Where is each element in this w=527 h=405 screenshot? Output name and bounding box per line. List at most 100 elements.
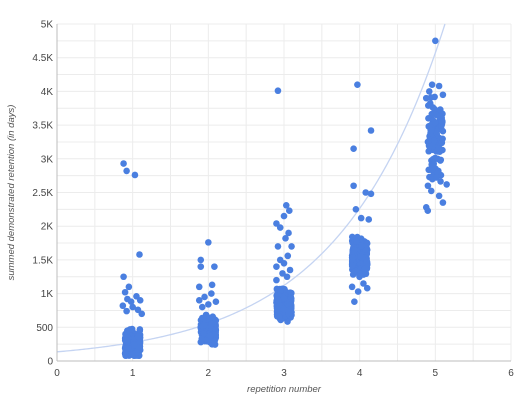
y-tick-label: 5K: [41, 20, 54, 31]
y-tick-label: 1K: [41, 289, 54, 300]
x-tick-label: 1: [130, 368, 136, 379]
data-point: [197, 256, 205, 264]
data-point: [195, 297, 203, 304]
y-tick-label: 2.5K: [32, 188, 53, 199]
data-point: [135, 344, 142, 351]
x-tick-label: 2: [206, 368, 212, 379]
data-point: [348, 262, 356, 270]
data-point: [274, 87, 282, 95]
data-point: [348, 283, 356, 291]
data-point: [358, 254, 366, 261]
data-point: [280, 259, 288, 267]
x-tick-label: 5: [433, 368, 439, 379]
data-point: [200, 321, 208, 329]
data-point: [362, 189, 370, 196]
data-point: [428, 81, 436, 88]
data-point: [123, 337, 131, 344]
data-point: [287, 295, 295, 302]
data-point: [282, 202, 290, 209]
data-point: [206, 332, 214, 340]
data-point: [348, 233, 356, 241]
data-point: [360, 280, 367, 287]
data-point: [349, 254, 357, 261]
data-point: [205, 301, 212, 308]
data-point: [431, 154, 439, 162]
data-point: [351, 298, 358, 305]
data-point: [358, 242, 365, 249]
data-point: [208, 320, 215, 328]
data-point: [282, 235, 289, 242]
x-tick-label: 3: [281, 368, 287, 379]
data-point: [439, 199, 447, 206]
data-point: [212, 331, 219, 338]
data-point: [134, 333, 142, 340]
data-point: [208, 281, 216, 289]
y-tick-label: 4K: [41, 87, 54, 98]
data-point: [129, 303, 136, 311]
data-point: [435, 192, 443, 200]
data-points: [119, 37, 450, 359]
data-point: [276, 313, 283, 321]
data-point: [131, 171, 139, 179]
data-point: [136, 297, 144, 304]
data-point: [435, 82, 443, 90]
data-point: [280, 212, 288, 220]
data-point: [285, 229, 292, 237]
y-tick-label: 2K: [41, 222, 54, 233]
x-tick-label: 6: [508, 368, 514, 379]
x-axis-title: repetition number: [247, 384, 322, 395]
data-point: [352, 206, 360, 213]
data-point: [439, 91, 447, 99]
data-point: [425, 147, 433, 155]
data-point: [119, 302, 127, 310]
data-point: [205, 239, 212, 246]
data-point: [211, 263, 218, 270]
data-point: [357, 214, 365, 222]
data-point: [274, 306, 282, 314]
x-tick-label: 4: [357, 368, 363, 379]
data-point: [351, 246, 358, 254]
data-point: [437, 157, 444, 164]
axes: [56, 24, 511, 362]
data-point: [201, 293, 208, 301]
data-point: [361, 265, 369, 273]
data-point: [354, 81, 361, 88]
data-point: [286, 266, 294, 274]
data-point: [126, 327, 133, 334]
data-point: [198, 335, 206, 343]
data-point: [280, 305, 288, 313]
data-point: [136, 338, 144, 346]
data-point: [274, 243, 282, 250]
data-point: [435, 145, 442, 152]
data-point: [432, 37, 439, 45]
data-point: [200, 330, 208, 337]
data-point: [288, 243, 295, 250]
data-point: [353, 238, 360, 245]
data-point: [431, 119, 439, 126]
data-point: [425, 102, 432, 109]
y-tick-label: 3.5K: [32, 121, 53, 132]
data-point: [350, 182, 357, 190]
data-point: [365, 216, 373, 223]
data-point: [121, 288, 129, 296]
data-point: [443, 181, 450, 188]
data-point: [125, 283, 133, 291]
data-point: [197, 263, 205, 270]
data-point: [120, 160, 127, 167]
y-tick-label: 0: [47, 357, 53, 368]
trendline-path: [56, 23, 446, 353]
y-tick-label: 1.5K: [32, 255, 53, 266]
data-point: [438, 118, 446, 125]
data-point: [136, 327, 144, 335]
data-point: [430, 137, 438, 144]
data-point: [433, 128, 440, 135]
data-point: [208, 290, 215, 297]
data-point: [427, 127, 435, 135]
data-point: [280, 294, 288, 302]
data-point: [273, 276, 280, 284]
data-point: [279, 270, 286, 277]
data-point: [136, 251, 143, 258]
data-point: [123, 167, 130, 175]
data-point: [209, 313, 217, 320]
